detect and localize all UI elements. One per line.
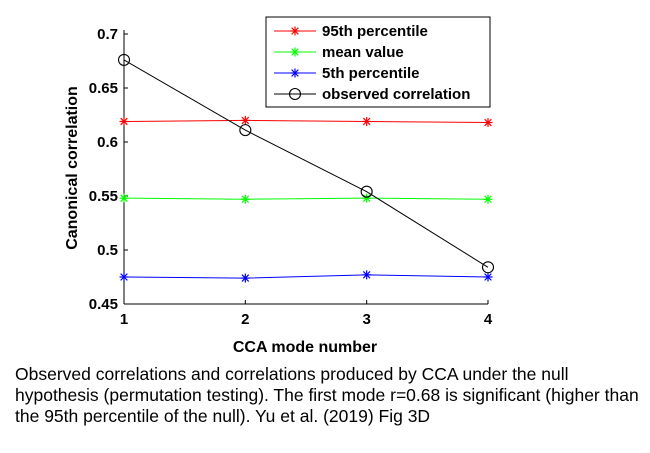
legend-marker [288, 87, 302, 101]
data-point [362, 270, 372, 280]
data-point [240, 194, 250, 204]
series-line [123, 274, 489, 279]
data-point [362, 193, 372, 203]
legend: 95th percentile mean value 5th percentile o… [265, 16, 491, 108]
legend-marker [290, 47, 300, 57]
data-point [481, 261, 495, 274]
series-5th-percentile [119, 270, 493, 283]
y-axis-title: Canonical correlation [64, 86, 81, 250]
legend-marker [290, 68, 300, 78]
data-point [119, 272, 129, 282]
data-point [360, 185, 373, 198]
legend-label: mean value [322, 44, 404, 61]
legend-item: mean value [274, 44, 404, 61]
legend-item: 95th percentile [274, 23, 428, 40]
y-tick-label: 0.7 [97, 26, 118, 43]
data-point [119, 193, 129, 203]
series-line [123, 119, 489, 124]
legend-label: observed correlation [322, 86, 470, 103]
series-line [123, 59, 489, 268]
data-point [240, 115, 250, 125]
x-tick-label: 1 [120, 311, 128, 328]
data-point [362, 116, 372, 126]
y-tick-label: 0.5 [97, 242, 118, 259]
data-point [483, 118, 493, 128]
data-point [483, 272, 493, 282]
series-95th-percentile [119, 115, 493, 128]
data-point [117, 53, 131, 66]
series-observed-correlation [117, 53, 495, 274]
y-tick-label: 0.45 [89, 296, 118, 313]
legend-label: 95th percentile [322, 23, 428, 40]
y-tick-label: 0.65 [89, 80, 118, 97]
legend-label: 5th percentile [322, 65, 420, 82]
legend-item: observed correlation [274, 86, 470, 103]
plot-area [123, 30, 488, 305]
x-tick-label: 2 [241, 311, 249, 328]
series-layer [117, 53, 495, 283]
legend-item: 5th percentile [274, 65, 420, 82]
data-point [119, 116, 129, 126]
chart: 0.45 0.5 0.55 0.6 0.65 0.7 1 2 3 4 CCA mode numb… [64, 16, 495, 356]
y-tick-label: 0.6 [97, 134, 118, 151]
x-tick-label: 4 [484, 311, 493, 328]
series-mean-value [119, 193, 493, 204]
data-point [239, 124, 252, 137]
series-line [123, 197, 489, 200]
figure-caption: Observed correlations and correlations p… [15, 364, 639, 426]
x-axis-title: CCA mode number [233, 339, 377, 356]
x-tick-label: 3 [362, 311, 370, 328]
data-point [483, 194, 493, 204]
data-point [240, 273, 250, 283]
y-axis: 0.45 0.5 0.55 0.6 0.65 0.7 [89, 26, 128, 313]
legend-box [265, 16, 491, 108]
legend-marker [290, 26, 300, 36]
x-axis: 1 2 3 4 [120, 300, 493, 328]
y-tick-label: 0.55 [89, 188, 118, 205]
